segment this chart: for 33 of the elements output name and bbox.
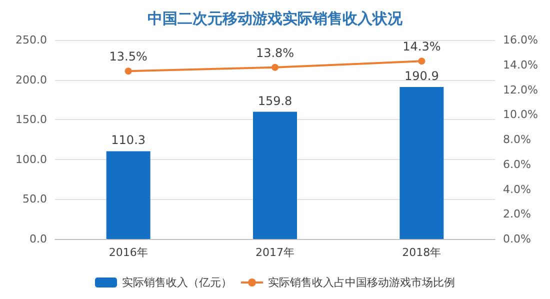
bar bbox=[400, 87, 444, 239]
point bbox=[124, 68, 132, 75]
data-label: 110.3 bbox=[111, 133, 146, 148]
legend-label: 实际销售收入占中国移动游戏市场比例 bbox=[268, 276, 455, 289]
y-tick-label: 200.0 bbox=[16, 73, 47, 86]
data-label: 14.3% bbox=[402, 40, 441, 54]
y2-tick-label: 2.0% bbox=[503, 208, 531, 221]
data-label: 13.8% bbox=[256, 46, 294, 60]
bar bbox=[253, 112, 297, 239]
y-tick-label: 150.0 bbox=[16, 113, 47, 126]
x-tick-label: 2016年 bbox=[108, 246, 148, 259]
y2-tick-label: 10.0% bbox=[503, 108, 538, 122]
point bbox=[418, 58, 426, 65]
point bbox=[272, 64, 278, 71]
x-tick-label: 2018年 bbox=[402, 246, 442, 259]
chart-title: 中国二次元移动游戏实际销售收入状况 bbox=[148, 10, 404, 28]
y-tick-label: 0.0 bbox=[30, 232, 47, 246]
y-tick-label: 100.0 bbox=[16, 152, 47, 166]
bar bbox=[106, 151, 150, 239]
legend-label: 实际销售收入（亿元） bbox=[122, 276, 232, 289]
data-label: 13.5% bbox=[109, 50, 148, 64]
data-label: 190.9 bbox=[404, 69, 439, 84]
y2-tick-label: 6.0% bbox=[503, 158, 531, 171]
y2-tick-label: 14.0% bbox=[503, 58, 538, 72]
y-tick-label: 50.0 bbox=[22, 192, 47, 206]
y2-tick-label: 4.0% bbox=[503, 182, 531, 196]
y2-tick-label: 16.0% bbox=[503, 34, 538, 46]
y2-tick-label: 0.0% bbox=[503, 232, 531, 246]
y2-tick-label: 8.0% bbox=[503, 133, 531, 146]
data-label: 159.8 bbox=[258, 94, 292, 108]
y-tick-label: 250.0 bbox=[16, 34, 47, 46]
x-tick-label: 2017年 bbox=[256, 246, 294, 259]
y2-tick-label: 12.0% bbox=[503, 83, 538, 96]
